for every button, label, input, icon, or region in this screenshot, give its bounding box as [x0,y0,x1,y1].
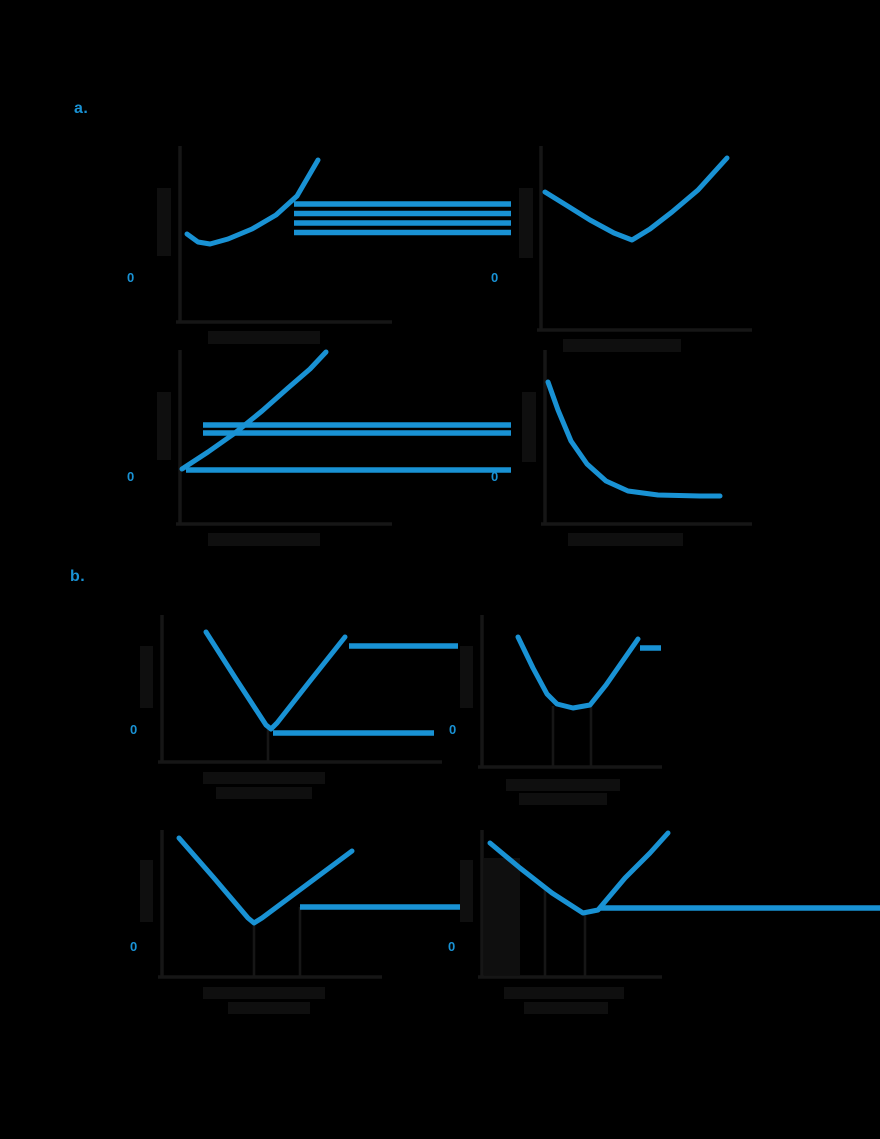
b2-axis-label-block [519,793,607,805]
a1-axis-label-block [157,188,171,256]
b2-curve [515,634,641,711]
b4-axis-label-block [524,1002,608,1014]
b4-origin-label: 0 [448,939,455,954]
b1-origin-label: 0 [130,722,137,737]
a2-axis-label-block [519,188,533,258]
panel-label-b: b. [70,568,86,585]
b3-axis-label-block [203,987,325,999]
a1-axis-label-block [208,331,320,344]
b4-axis-label-block [484,858,520,975]
a2-curve [542,155,730,243]
b4-axis-label-block [460,860,473,922]
b3-axis-label-block [140,860,153,922]
a2-axis-label-block [563,339,681,352]
b4-axis-label-block [504,987,624,999]
a3-origin-label: 0 [127,469,134,484]
a4-axis-label-block [522,392,536,462]
b1-curve [203,629,348,732]
panel-label-a: a. [74,100,89,117]
a1-origin-label: 0 [127,270,134,285]
a1-curve [184,157,321,247]
b3-origin-label: 0 [130,939,137,954]
a4-axis-label-block [568,533,683,546]
a3-axis-label-block [157,392,171,460]
a4-curve [545,379,723,499]
a2-origin-label: 0 [491,270,498,285]
a3-axis-label-block [208,533,320,546]
b2-origin-label: 0 [449,722,456,737]
b2-axis-label-block [506,779,620,791]
b1-axis-label-block [216,787,312,799]
b2-axis-label-block [460,646,473,708]
a3-curve [179,349,329,472]
b3-axis-label-block [228,1002,310,1014]
b4-curve [487,830,671,916]
b1-axis-label-block [140,646,153,708]
b1-axis-label-block [203,772,325,784]
a4-origin-label: 0 [491,469,498,484]
b3-curve [176,835,355,926]
